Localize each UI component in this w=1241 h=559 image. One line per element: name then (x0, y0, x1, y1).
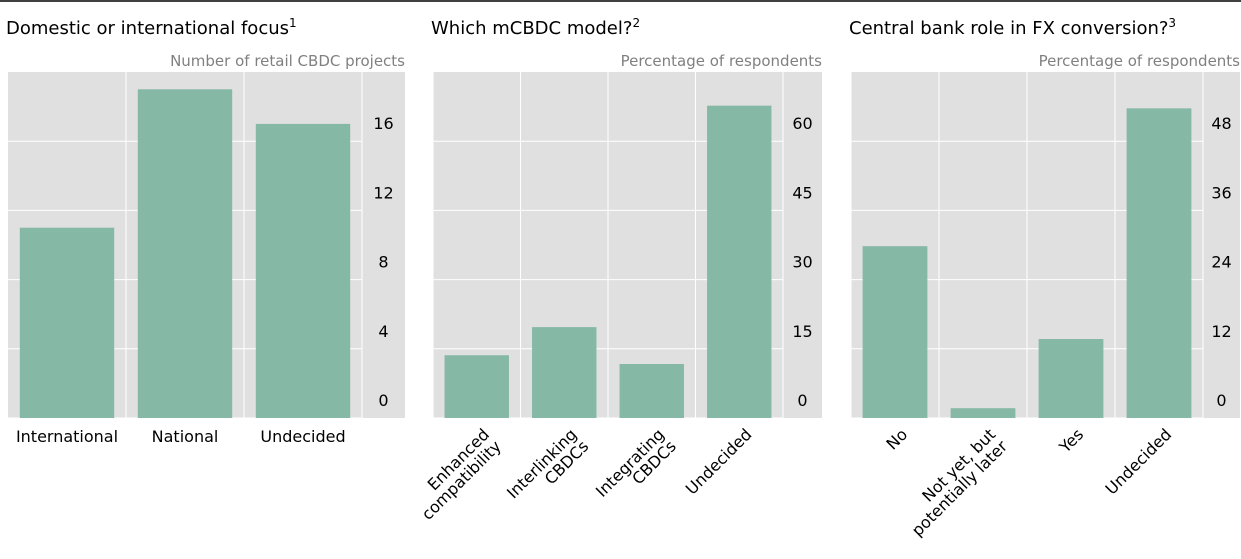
chart-title: Domestic or international focus1 (6, 16, 297, 39)
y-tick-label: 12 (373, 183, 393, 202)
x-tick-line: Yes (1055, 425, 1087, 457)
bar (255, 123, 351, 419)
x-tick-line: Undecided (682, 425, 756, 499)
x-tick-label: Undecided (1102, 425, 1176, 499)
title-note: 2 (632, 16, 640, 30)
chart-subtitle: Percentage of respondents (1039, 52, 1241, 70)
title-text: Domestic or international focus (6, 18, 289, 39)
chart-title: Which mCBDC model?2 (431, 16, 640, 39)
chart-subtitle: Percentage of respondents (621, 52, 823, 70)
y-tick-label: 0 (1216, 391, 1226, 410)
y-tick-label: 4 (378, 322, 388, 341)
bar (444, 355, 509, 418)
bar (707, 105, 772, 418)
x-tick-label: IntegratingCBDCs (592, 425, 680, 513)
x-tick-label: Enhancedcompatibility (406, 425, 505, 524)
title-text: Central bank role in FX conversion? (849, 18, 1168, 39)
bar (532, 327, 597, 418)
bar (1038, 338, 1104, 418)
x-tick-label: Not yet, butpotentially later (896, 424, 1011, 539)
x-tick-label: InterlinkingCBDCs (503, 425, 592, 514)
chart-title: Central bank role in FX conversion?3 (849, 16, 1176, 39)
x-tick-line: National (152, 427, 219, 446)
bar (137, 89, 233, 419)
y-tick-label: 0 (378, 391, 388, 410)
y-tick-label: 12 (1211, 322, 1231, 341)
x-tick-label: No (882, 425, 911, 454)
y-tick-label: 48 (1211, 114, 1231, 133)
y-tick-label: 15 (792, 322, 812, 341)
bar (619, 364, 684, 418)
x-tick-label: International (16, 427, 118, 446)
y-tick-label: 30 (792, 253, 812, 272)
x-tick-label: Undecided (682, 425, 756, 499)
bar (1126, 108, 1192, 418)
x-tick-label: Yes (1055, 425, 1087, 457)
x-tick-line: Undecided (260, 427, 345, 446)
x-tick-label: National (152, 427, 219, 446)
title-note: 1 (289, 16, 297, 30)
y-tick-label: 45 (792, 183, 812, 202)
x-tick-line: Undecided (1102, 425, 1176, 499)
title-note: 3 (1168, 16, 1176, 30)
y-tick-label: 0 (797, 391, 807, 410)
bar (19, 227, 115, 418)
y-tick-label: 60 (792, 114, 812, 133)
y-tick-label: 24 (1211, 253, 1231, 272)
bar (950, 408, 1016, 418)
y-tick-label: 16 (373, 114, 393, 133)
chart-subtitle: Number of retail CBDC projects (170, 52, 405, 70)
title-text: Which mCBDC model? (431, 18, 632, 39)
x-tick-line: No (882, 425, 911, 454)
bar (862, 246, 928, 418)
y-tick-label: 36 (1211, 183, 1231, 202)
x-tick-line: International (16, 427, 118, 446)
y-tick-label: 8 (378, 253, 388, 272)
x-tick-label: Undecided (260, 427, 345, 446)
